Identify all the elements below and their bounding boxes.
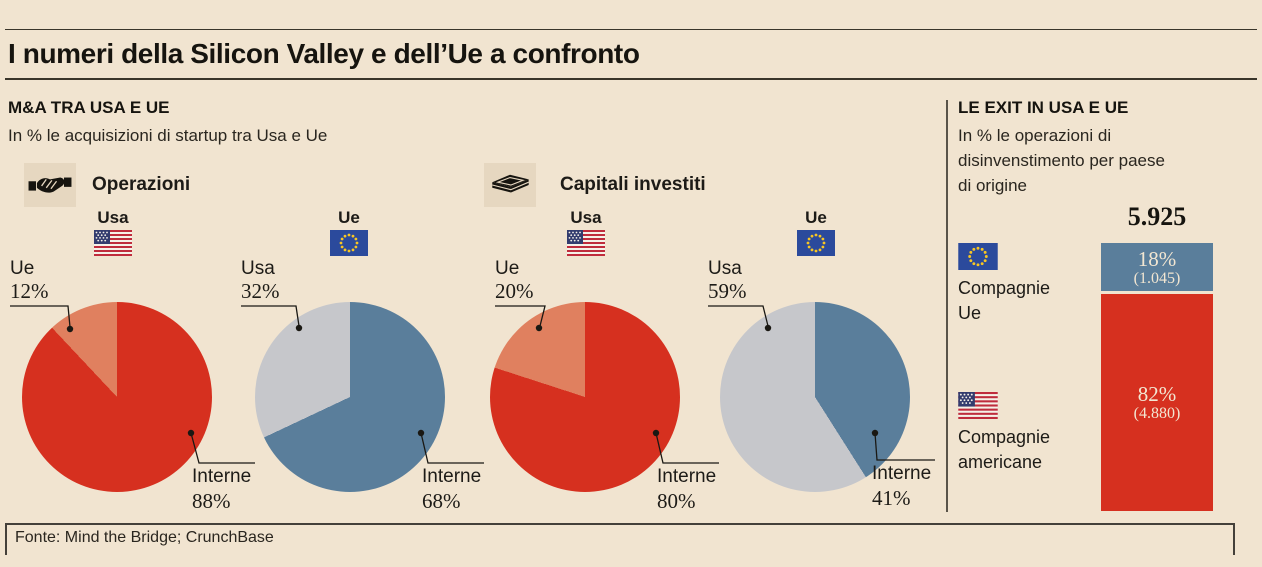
stacked-bar: 18% (1.045) 82% (4.880) — [1101, 243, 1213, 511]
pie-group-operazioni-usa: Usa Ue 12% Interne 88% — [5, 205, 255, 517]
banknotes-icon-box — [484, 163, 536, 207]
slice-value: 80% — [657, 489, 696, 513]
bar-segment-ue: 18% (1.045) — [1101, 243, 1213, 291]
legend-item-ue: Compagnie Ue — [958, 243, 1050, 326]
us-flag-icon — [567, 230, 605, 256]
us-flag-icon — [94, 230, 132, 256]
subheading-line: In % le operazioni di — [958, 126, 1112, 145]
slice-label: Interne — [192, 466, 252, 487]
slice-value: 88% — [192, 489, 231, 513]
source-box: Fonte: Mind the Bridge; CrunchBase — [5, 523, 1235, 555]
handshake-icon — [28, 177, 72, 193]
bar-segment-usa: 82% (4.880) — [1101, 294, 1213, 511]
legend-item-usa: Compagnie americane — [958, 392, 1050, 475]
slice-label: Interne — [657, 466, 717, 487]
legend-label: Compagnie Ue — [958, 278, 1051, 323]
eu-flag-icon — [330, 230, 368, 256]
pie-chart — [490, 302, 680, 492]
slice-label: Usa — [241, 258, 275, 279]
group-label-capitali: Capitali investiti — [560, 174, 706, 195]
country-label: Usa — [97, 208, 129, 227]
slice-value: 41% — [872, 486, 911, 510]
slice-value: 12% — [10, 279, 49, 303]
banknotes-icon — [492, 174, 529, 193]
slice-value: 20% — [495, 279, 534, 303]
subheading-line: disinvenstimento per paese — [958, 151, 1165, 170]
right-section-subheading: In % le operazioni di disinvenstimento p… — [958, 123, 1165, 198]
page-title: I numeri della Silicon Valley e dell’Ue … — [8, 38, 640, 69]
slice-label: Interne — [872, 463, 932, 484]
pie-chart — [22, 302, 212, 492]
title-rule — [5, 78, 1257, 80]
section-divider — [946, 100, 948, 512]
country-label: Ue — [338, 208, 360, 227]
eu-flag-icon — [958, 243, 998, 270]
left-section-heading: M&A TRA USA E UE — [8, 98, 170, 117]
country-label: Usa — [570, 208, 602, 227]
pie-chart — [255, 302, 445, 492]
pie-group-capitali-usa: Usa Ue 20% Interne 80% — [473, 205, 723, 517]
legend-label: Compagnie americane — [958, 427, 1051, 472]
left-section-subheading: In % le acquisizioni di startup tra Usa … — [8, 126, 328, 145]
group-label-operazioni: Operazioni — [92, 174, 191, 195]
source-note: Fonte: Mind the Bridge; CrunchBase — [15, 529, 274, 546]
eu-flag-icon — [797, 230, 835, 256]
slice-label: Ue — [10, 258, 35, 279]
handshake-icon-box — [24, 163, 76, 207]
subheading-line: di origine — [958, 176, 1027, 195]
us-flag-icon — [958, 392, 998, 419]
right-section-heading: LE EXIT IN USA E UE — [958, 98, 1129, 117]
pie-group-capitali-ue: Ue Usa 59% Interne 41% — [706, 205, 956, 517]
slice-label: Ue — [495, 258, 520, 279]
pie-group-operazioni-ue: Ue Usa 32% Interne 68% — [238, 205, 488, 517]
top-rule — [5, 29, 1257, 30]
slice-value: 68% — [422, 489, 461, 513]
slice-value: 32% — [241, 279, 280, 303]
slice-value: 59% — [708, 279, 747, 303]
slice-label: Usa — [708, 258, 742, 279]
bar-total-value: 5.925 — [1127, 202, 1187, 231]
country-label: Ue — [805, 208, 827, 227]
slice-label: Interne — [422, 466, 482, 487]
